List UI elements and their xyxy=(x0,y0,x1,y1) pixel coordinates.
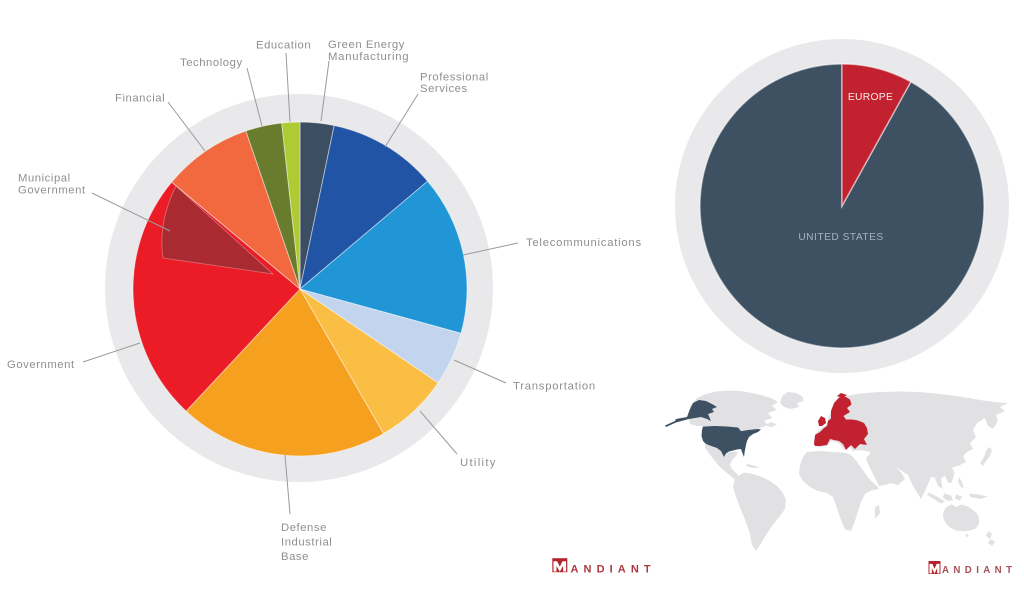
svg-text:Utility: Utility xyxy=(460,457,497,469)
svg-text:Technology: Technology xyxy=(180,57,243,69)
svg-text:Services: Services xyxy=(420,83,468,95)
svg-text:Government: Government xyxy=(18,185,86,197)
svg-text:Base: Base xyxy=(281,551,309,563)
svg-text:Education: Education xyxy=(256,40,311,52)
svg-text:Financial: Financial xyxy=(115,93,165,105)
svg-text:Transportation: Transportation xyxy=(513,381,596,393)
svg-text:ANDIANT: ANDIANT xyxy=(571,564,656,576)
svg-text:Telecommunications: Telecommunications xyxy=(526,237,642,249)
svg-text:Government: Government xyxy=(7,359,75,371)
svg-text:UNITED STATES: UNITED STATES xyxy=(798,232,883,243)
svg-text:Industrial: Industrial xyxy=(281,537,332,549)
svg-text:Green Energy: Green Energy xyxy=(328,39,405,51)
svg-text:EUROPE: EUROPE xyxy=(848,92,893,103)
svg-text:Manufacturing: Manufacturing xyxy=(328,51,409,63)
svg-text:ANDIANT: ANDIANT xyxy=(942,565,1016,576)
svg-text:Defense: Defense xyxy=(281,522,327,534)
svg-text:Municipal: Municipal xyxy=(18,173,71,185)
svg-text:Professional: Professional xyxy=(420,72,489,84)
